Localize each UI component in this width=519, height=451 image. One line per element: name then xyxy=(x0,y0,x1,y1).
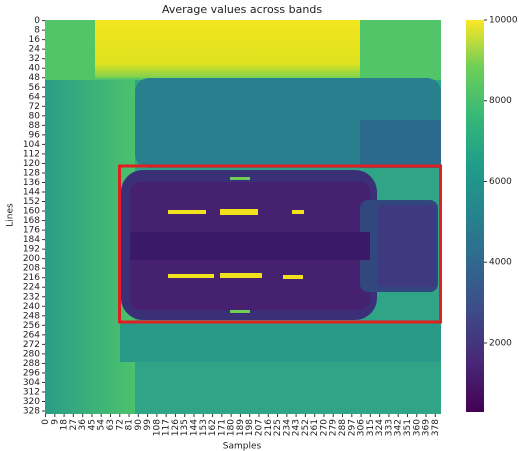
y-tick-label: 216 xyxy=(23,273,40,283)
y-tick-label: 88 xyxy=(29,121,41,131)
colorbar-tick-label: 2000 xyxy=(489,338,512,348)
y-tick-label: 120 xyxy=(23,159,40,169)
x-tick-label: 378 xyxy=(431,419,441,436)
y-tick-label: 256 xyxy=(23,321,40,331)
y-tick-label: 80 xyxy=(29,111,41,121)
y-tick-label: 0 xyxy=(34,16,40,26)
chart-title: Average values across bands xyxy=(162,3,322,16)
y-tick-label: 200 xyxy=(23,254,40,264)
y-tick-label: 312 xyxy=(23,387,40,397)
y-tick-label: 304 xyxy=(23,378,40,388)
y-tick-label: 296 xyxy=(23,368,40,378)
y-tick-label: 232 xyxy=(23,292,40,302)
y-tick-label: 8 xyxy=(34,26,40,36)
y-tick-label: 56 xyxy=(29,83,41,93)
colorbar-tick-label: 6000 xyxy=(489,177,512,187)
y-tick-label: 224 xyxy=(23,283,40,293)
y-tick-label: 264 xyxy=(23,330,40,340)
heatmap-image xyxy=(45,20,441,414)
y-tick-label: 192 xyxy=(23,245,40,255)
y-tick-label: 144 xyxy=(23,188,40,198)
colorbar xyxy=(466,20,484,412)
y-tick-label: 272 xyxy=(23,340,40,350)
y-tick-label: 176 xyxy=(23,226,40,236)
y-tick-label: 240 xyxy=(23,302,40,312)
colorbar-tick-label: 8000 xyxy=(489,96,512,106)
y-tick-label: 112 xyxy=(23,149,40,159)
y-tick-label: 184 xyxy=(23,235,40,245)
y-axis-label: Lines xyxy=(6,203,16,227)
y-tick-label: 160 xyxy=(23,207,40,217)
y-tick-label: 40 xyxy=(29,64,41,74)
y-tick-label: 208 xyxy=(23,264,40,274)
y-tick-label: 328 xyxy=(23,407,40,417)
y-tick-label: 48 xyxy=(29,73,41,83)
y-tick-label: 32 xyxy=(29,54,40,64)
y-tick-label: 24 xyxy=(29,45,41,55)
colorbar-tick-label: 4000 xyxy=(489,258,512,268)
y-tick-label: 152 xyxy=(23,197,40,207)
x-axis-label: Samples xyxy=(223,442,262,451)
y-tick-label: 16 xyxy=(29,35,41,45)
y-tick-label: 320 xyxy=(23,397,40,407)
chart: Average values across bands Samples Line… xyxy=(0,0,519,451)
y-tick-label: 168 xyxy=(23,216,40,226)
y-tick-label: 64 xyxy=(29,92,41,102)
y-tick-label: 96 xyxy=(29,130,41,140)
y-tick-label: 136 xyxy=(23,178,40,188)
y-tick-label: 128 xyxy=(23,168,40,178)
y-tick-label: 72 xyxy=(29,102,40,112)
y-tick-label: 248 xyxy=(23,311,40,321)
colorbar-tick-label: 10000 xyxy=(489,16,518,26)
y-tick-label: 104 xyxy=(23,140,40,150)
y-tick-label: 280 xyxy=(23,349,40,359)
y-tick-label: 288 xyxy=(23,359,40,369)
